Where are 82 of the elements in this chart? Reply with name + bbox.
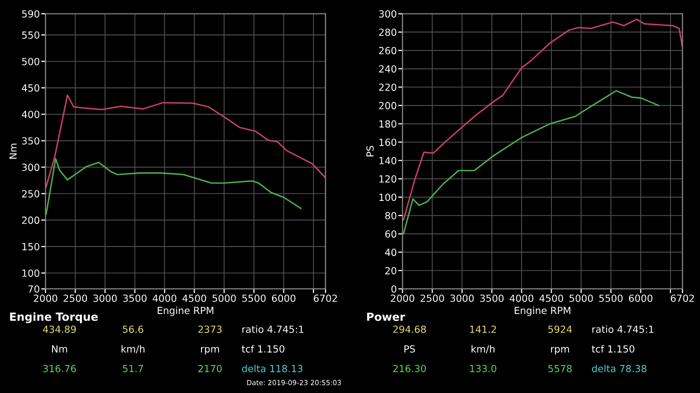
x-tick-label: 2000 xyxy=(34,294,58,302)
text: ratio 4.745:1 xyxy=(242,325,304,333)
text: Engine Torque xyxy=(10,312,98,324)
y-tick-label: 200 xyxy=(22,216,40,224)
text: delta 78.38 xyxy=(592,364,646,372)
x-tick-label: 4500 xyxy=(182,294,206,302)
text: 5578 xyxy=(548,364,572,372)
text: tcf 1.150 xyxy=(592,345,634,353)
x-tick-label: 6000 xyxy=(272,294,296,302)
x-tick-label: 4500 xyxy=(539,294,564,302)
text: Power xyxy=(367,312,406,321)
y-tick-label: 300 xyxy=(379,10,396,18)
text: 133.0 xyxy=(470,364,496,372)
text: 5924 xyxy=(548,326,572,333)
y-tick-label: 140 xyxy=(379,156,396,164)
y-tick-label: 80 xyxy=(385,212,396,220)
text: km/h xyxy=(472,345,494,354)
y-tick-label: 590 xyxy=(22,10,40,18)
text: PS xyxy=(404,345,415,353)
x-tick-label: 3500 xyxy=(480,294,504,302)
text: 316.76 xyxy=(43,364,76,372)
y-tick-label: 550 xyxy=(22,31,40,39)
text: km/h xyxy=(122,345,144,354)
y-tick-label: 60 xyxy=(385,230,396,238)
y-tick-label: 160 xyxy=(379,138,396,146)
x-tick-label: 6702 xyxy=(314,294,337,302)
y-tick-label: 280 xyxy=(379,28,396,36)
y-tick-label: 260 xyxy=(379,46,396,54)
y-tick-label: 240 xyxy=(379,65,396,73)
line-series xyxy=(46,158,302,215)
text: 56.6 xyxy=(122,326,144,333)
x-tick-label: 5500 xyxy=(242,294,266,302)
text: 2170 xyxy=(198,364,222,372)
y-tick-label: 20 xyxy=(385,266,396,274)
y-tick-label: 0 xyxy=(391,285,396,293)
x-tick-label: 4000 xyxy=(510,294,534,302)
text: Nm xyxy=(52,345,68,352)
y-tick-label: 220 xyxy=(379,84,396,91)
x-axis-title: Engine RPM xyxy=(158,306,214,316)
x-tick-label: 3000 xyxy=(450,294,474,302)
y-axis-title: Nm xyxy=(10,144,17,159)
x-tick-label: 5000 xyxy=(570,294,593,302)
line-series xyxy=(402,90,660,235)
x-tick-label: 3500 xyxy=(123,294,147,302)
y-tick-label: 100 xyxy=(22,269,40,277)
y-tick-label: 500 xyxy=(22,58,40,66)
y-tick-label: 450 xyxy=(22,84,40,92)
x-tick-label: 2500 xyxy=(420,294,444,302)
y-tick-label: 70 xyxy=(28,285,40,293)
line-series xyxy=(402,18,682,221)
text: rpm xyxy=(551,347,569,354)
text: ratio 4.745:1 xyxy=(592,325,654,333)
text: 294.68 xyxy=(393,326,426,333)
x-tick-label: 2000 xyxy=(390,294,414,302)
y-tick-label: 250 xyxy=(22,190,40,198)
y-axis-title: PS xyxy=(366,146,374,156)
y-tick-label: 150 xyxy=(22,243,40,250)
y-tick-label: 40 xyxy=(385,248,396,256)
x-tick-label: 6000 xyxy=(629,294,652,302)
x-tick-label: 2500 xyxy=(64,294,87,302)
y-tick-label: 350 xyxy=(22,137,40,145)
y-tick-label: 200 xyxy=(379,102,396,110)
text: rpm xyxy=(201,347,219,354)
line-series xyxy=(46,94,326,188)
y-tick-label: 300 xyxy=(22,164,40,172)
text: 51.7 xyxy=(122,365,143,372)
x-tick-label: 4000 xyxy=(152,294,176,302)
x-tick-label: 3000 xyxy=(93,294,117,302)
y-tick-label: 100 xyxy=(379,194,396,201)
x-tick-label: 6702 xyxy=(670,294,694,302)
x-tick-label: 5000 xyxy=(212,294,236,302)
text: 434.89 xyxy=(42,326,76,333)
text: 2373 xyxy=(198,326,222,333)
text: delta 118.13 xyxy=(242,364,302,372)
y-tick-label: 180 xyxy=(379,120,396,128)
y-tick-label: 400 xyxy=(22,110,40,118)
x-axis-title: Engine RPM xyxy=(514,306,570,316)
x-tick-label: 5500 xyxy=(599,294,623,302)
text: 216.30 xyxy=(393,364,426,372)
text: 141.2 xyxy=(470,326,496,333)
y-tick-label: 120 xyxy=(379,175,396,183)
text: tcf 1.150 xyxy=(242,345,284,353)
